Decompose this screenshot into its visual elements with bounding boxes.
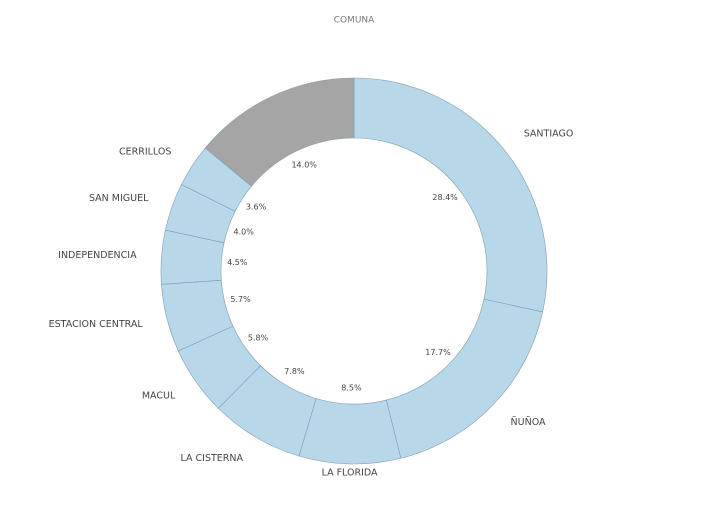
category-label: SAN MIGUEL — [89, 193, 149, 204]
value-label: 8.5% — [341, 383, 362, 392]
value-label: 17.7% — [425, 348, 451, 357]
category-label: LA CISTERNA — [181, 453, 244, 464]
value-label: 5.7% — [230, 295, 251, 304]
value-label: 7.8% — [284, 367, 305, 376]
category-label: LA FLORIDA — [322, 467, 378, 478]
category-label: INDEPENDENCIA — [58, 250, 137, 261]
value-label: 3.6% — [246, 203, 267, 212]
category-label: ESTACION CENTRAL — [49, 319, 144, 330]
value-label: 4.0% — [234, 228, 255, 237]
donut-slice — [298, 398, 402, 465]
value-label: 5.8% — [248, 333, 269, 342]
category-label: ÑUÑOA — [511, 417, 546, 428]
category-label: MACUL — [142, 390, 176, 401]
donut-slice — [353, 77, 548, 313]
donut-slice — [204, 77, 355, 187]
chart-title: COMUNA — [334, 16, 375, 26]
donut-slice — [385, 298, 543, 459]
value-label: 4.5% — [227, 258, 248, 267]
category-label: SANTIAGO — [524, 129, 574, 140]
value-label: 28.4% — [432, 193, 458, 202]
category-label: CERRILLOS — [119, 146, 171, 157]
value-label: 14.0% — [291, 161, 317, 170]
